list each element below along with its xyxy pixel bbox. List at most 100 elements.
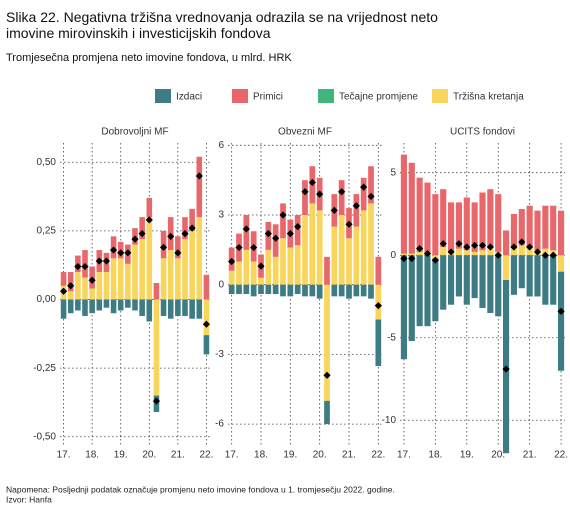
marker (408, 254, 416, 263)
bar-segment (448, 202, 455, 252)
bar-segment (408, 162, 415, 254)
y-tick-label: -3 (215, 349, 224, 360)
x-tick-label: 18. (254, 450, 268, 461)
bar-segment (338, 284, 345, 297)
bar-segment (360, 284, 367, 297)
marker (431, 256, 439, 264)
bar-segment (518, 209, 525, 246)
marker (67, 282, 75, 290)
legend-label: Izdaci (176, 92, 202, 103)
chart-subtitle: Tromjesečna promjena neto imovine fondov… (6, 52, 292, 64)
x-tick-label: 19. (460, 450, 474, 461)
bar-segment (160, 299, 167, 316)
bar-segment (510, 255, 517, 295)
bar-segment (408, 253, 415, 256)
bar-segment (471, 251, 478, 256)
bar-segment (416, 255, 423, 327)
marker (308, 178, 316, 187)
bar-segment (132, 299, 138, 311)
bar-segment (471, 255, 478, 299)
bar-segment (182, 299, 188, 316)
y-tick-label: -0,50 (33, 431, 56, 442)
bar-segment (243, 284, 250, 294)
bar-segment (424, 182, 431, 254)
bar-segment (89, 299, 95, 314)
bar-segment (167, 299, 174, 319)
bar-segment (203, 299, 210, 336)
x-tick-label: 17. (397, 450, 411, 461)
bar-segment (375, 319, 382, 367)
marker (455, 240, 463, 248)
bar-segment (479, 255, 486, 309)
marker (74, 262, 82, 271)
bar-segment (463, 255, 470, 305)
bar-segment (440, 246, 447, 256)
y-tick-label: -5 (387, 332, 396, 343)
bar-segment (280, 284, 286, 297)
bar-segment (272, 256, 279, 285)
marker (264, 230, 272, 238)
x-tick-label: 18. (428, 450, 442, 461)
bar-segment (455, 255, 462, 297)
bar-segment (331, 284, 338, 297)
bar-segment (463, 250, 470, 256)
bar-segment (368, 203, 374, 285)
bar-segment (203, 335, 210, 355)
marker (242, 225, 250, 233)
bar-segment (236, 284, 242, 294)
bar-segment (132, 244, 138, 300)
y-tick-label: 5 (390, 167, 396, 178)
marker (316, 190, 324, 198)
bar-segment (196, 217, 203, 300)
bar-segment (432, 258, 439, 322)
marker (463, 243, 471, 251)
bar-segment (440, 255, 447, 310)
marker (541, 251, 549, 259)
marker (447, 248, 455, 256)
marker (533, 248, 542, 256)
bar-segment (316, 210, 323, 285)
marker (202, 320, 211, 328)
bar-segment (302, 284, 308, 297)
bar-segment (82, 277, 88, 300)
bar-segment (153, 283, 160, 300)
marker (294, 223, 302, 231)
marker (138, 230, 146, 238)
bar-segment (400, 253, 407, 256)
marker (286, 230, 294, 238)
bar-segment (479, 192, 486, 251)
marker (279, 211, 287, 219)
bar-segment (353, 284, 360, 297)
marker (167, 232, 175, 240)
x-tick-label: 20. (491, 450, 505, 461)
bar-segment (309, 284, 316, 297)
bar-segment (346, 238, 352, 285)
bar-segment (526, 246, 533, 256)
marker (250, 243, 258, 252)
bar-segment (175, 236, 181, 259)
y-tick-label: 6 (218, 140, 224, 151)
bar-segment (324, 400, 330, 425)
bar-segment (558, 255, 565, 272)
bar-segment (534, 210, 541, 251)
x-tick-label: 22. (554, 450, 568, 461)
bar-segment (228, 270, 235, 285)
bar-segment (463, 197, 470, 251)
marker (152, 397, 161, 405)
marker (502, 365, 510, 373)
bar-segment (280, 203, 286, 239)
x-tick-label: 19. (114, 450, 128, 461)
marker (181, 230, 189, 238)
bar-segment (228, 284, 235, 294)
marker (174, 249, 182, 257)
y-tick-label: 0 (218, 279, 224, 290)
bar-segment (175, 258, 181, 300)
x-tick-label: 20. (313, 450, 327, 461)
bar-segment (479, 250, 486, 256)
title-line: Slika 22. Negativna tržišna vrednovanja … (6, 9, 438, 41)
bar-segment (243, 249, 250, 285)
y-tick-label: 0,00 (37, 294, 57, 305)
marker (235, 243, 243, 252)
bar-segment (360, 177, 367, 211)
